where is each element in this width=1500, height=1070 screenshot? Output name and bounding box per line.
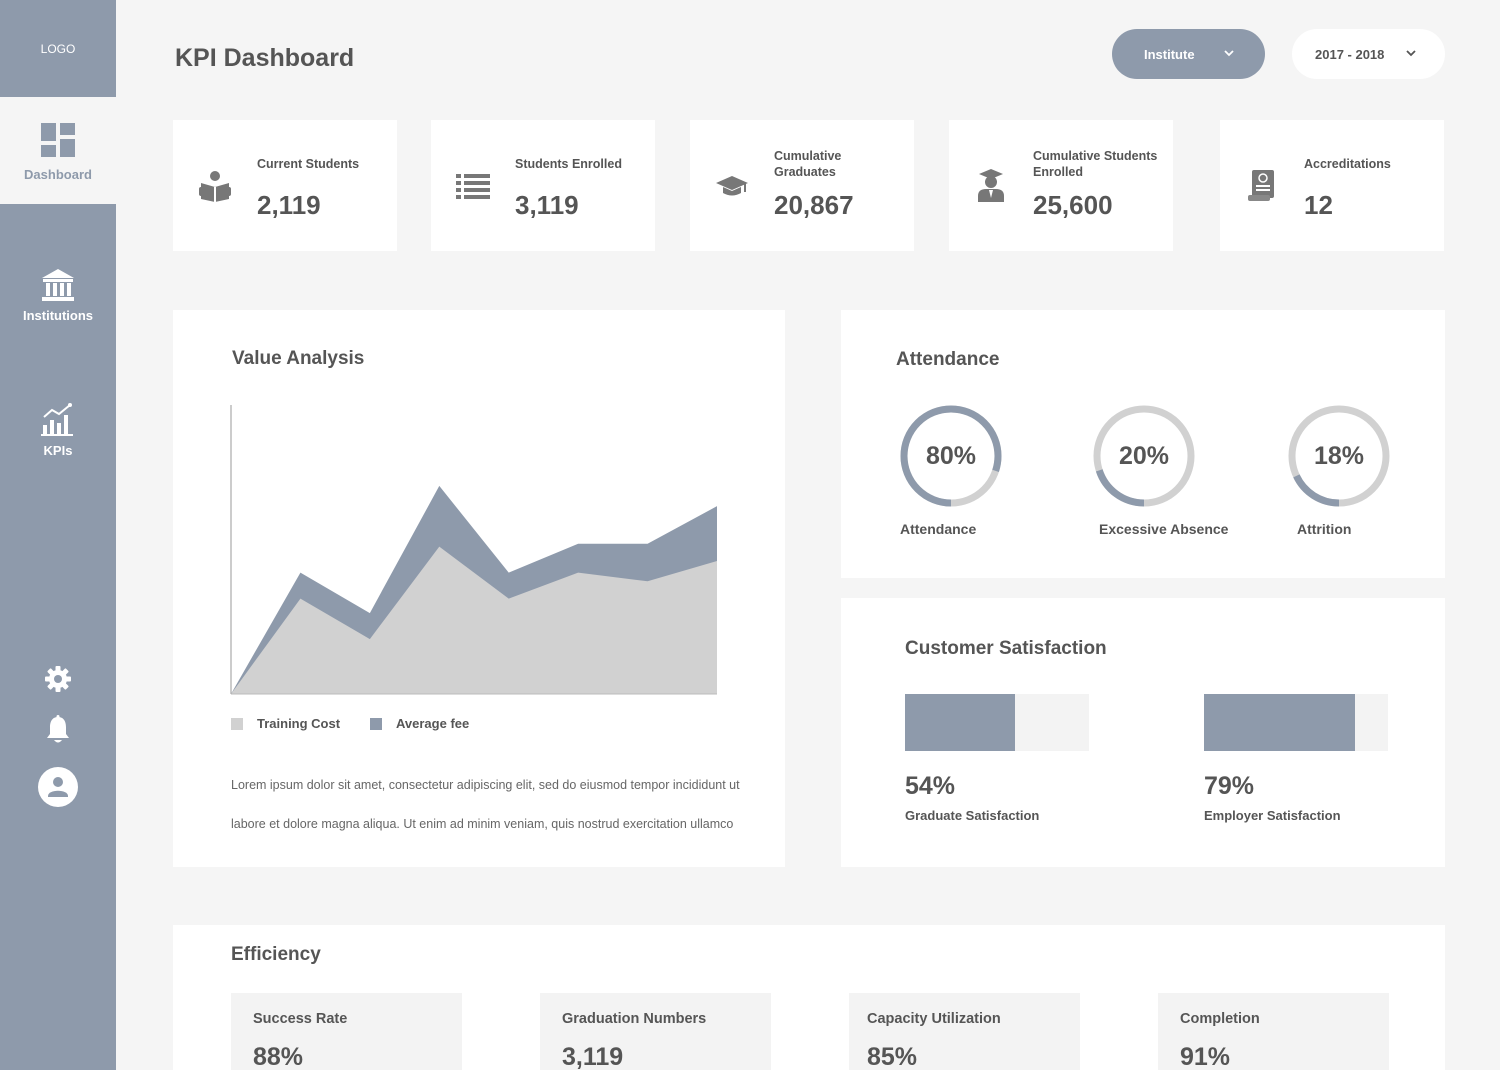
efficiency-label: Graduation Numbers bbox=[562, 1011, 707, 1027]
kpi-label: Students Enrolled bbox=[515, 157, 622, 171]
ring-label: Excessive Absence bbox=[1099, 521, 1229, 537]
ring-value: 80% bbox=[925, 441, 977, 470]
graduate-satisfaction-bar bbox=[905, 694, 1089, 751]
attendance-ring: 80% bbox=[899, 404, 1003, 508]
legend-item-average-fee: Average fee bbox=[370, 716, 469, 731]
attendance-panel bbox=[841, 310, 1445, 578]
efficiency-label: Success Rate bbox=[253, 1011, 348, 1027]
ring-label: Attendance bbox=[900, 521, 977, 537]
efficiency-value: 85% bbox=[867, 1043, 918, 1070]
ring-label: Attrition bbox=[1297, 521, 1352, 537]
graduate-satisfaction-value: 54% bbox=[905, 772, 956, 800]
efficiency-value: 88% bbox=[253, 1043, 304, 1070]
reading-student-icon bbox=[197, 168, 233, 204]
employer-satisfaction-value: 79% bbox=[1204, 772, 1255, 800]
bar-fill bbox=[905, 694, 1016, 751]
bell-icon[interactable] bbox=[38, 710, 78, 750]
efficiency-title: Efficiency bbox=[231, 944, 321, 965]
efficiency-card-capacity-utilization: Capacity Utilization 85% bbox=[849, 993, 1080, 1070]
sidebar-item-label: KPIs bbox=[43, 443, 73, 458]
kpi-card-accreditations: Accreditations 12 bbox=[1220, 120, 1444, 251]
legend-swatch bbox=[370, 717, 382, 730]
area-series-training-cost bbox=[231, 546, 717, 694]
kpi-card-cumulative-students-enrolled: Cumulative Students Enrolled 25,600 bbox=[949, 120, 1173, 251]
legend-item-training-cost: Training Cost bbox=[231, 716, 340, 731]
attendance-title: Attendance bbox=[896, 349, 1000, 370]
graduation-cap-icon bbox=[714, 168, 750, 204]
ring-chart bbox=[900, 405, 1002, 507]
kpi-value: 3,119 bbox=[515, 190, 579, 220]
kpi-card-current-students: Current Students 2,119 bbox=[173, 120, 397, 251]
customer-satisfaction-title: Customer Satisfaction bbox=[905, 638, 1107, 659]
institute-dropdown-label: Institute bbox=[1144, 46, 1195, 62]
kpi-label: Cumulative Graduates bbox=[774, 149, 842, 179]
chevron-down-icon bbox=[1406, 50, 1416, 57]
logo-text: LOGO bbox=[40, 41, 76, 56]
bar-fill bbox=[1204, 694, 1355, 751]
value-analysis-chart bbox=[230, 405, 717, 695]
ring-value: 18% bbox=[1313, 441, 1365, 470]
ring-chart bbox=[1093, 405, 1195, 507]
graduate-satisfaction-label: Graduate Satisfaction bbox=[905, 808, 1040, 823]
kpi-label: Accreditations bbox=[1304, 157, 1391, 171]
description-line-1: Lorem ipsum dolor sit amet, consectetur … bbox=[231, 778, 740, 792]
certificate-icon bbox=[1244, 168, 1280, 204]
legend-label: Training Cost bbox=[257, 716, 341, 731]
sidebar-item-kpis[interactable]: KPIs bbox=[0, 403, 116, 458]
kpi-label: Current Students bbox=[257, 157, 360, 171]
page-title: KPI Dashboard bbox=[175, 44, 355, 72]
chart-icon bbox=[41, 403, 73, 436]
ring-chart bbox=[1288, 405, 1390, 507]
kpi-value: 25,600 bbox=[1033, 190, 1113, 220]
kpi-value: 12 bbox=[1304, 190, 1333, 220]
attrition-ring: 18% bbox=[1287, 404, 1391, 508]
kpi-card-cumulative-graduates: Cumulative Graduates 20,867 bbox=[690, 120, 914, 251]
excessive-absence-ring: 20% bbox=[1092, 404, 1196, 508]
sidebar-item-institutions[interactable]: Institutions bbox=[0, 268, 116, 323]
legend-label: Average fee bbox=[396, 716, 470, 731]
efficiency-card-completion: Completion 91% bbox=[1158, 993, 1389, 1070]
efficiency-card-success-rate: Success Rate 88% bbox=[231, 993, 462, 1070]
efficiency-label: Completion bbox=[1180, 1011, 1260, 1027]
efficiency-card-graduation-numbers: Graduation Numbers 3,119 bbox=[540, 993, 771, 1070]
kpi-value: 20,867 bbox=[774, 190, 854, 220]
kpi-card-students-enrolled: Students Enrolled 3,119 bbox=[431, 120, 655, 251]
institution-icon bbox=[42, 269, 74, 301]
institute-dropdown[interactable]: Institute bbox=[1112, 29, 1265, 79]
logo[interactable]: LOGO bbox=[0, 0, 116, 97]
gear-icon[interactable] bbox=[38, 659, 78, 699]
employer-satisfaction-bar bbox=[1204, 694, 1388, 751]
graduate-person-icon bbox=[973, 168, 1009, 204]
legend-swatch bbox=[231, 717, 243, 730]
list-icon bbox=[455, 168, 491, 204]
kpi-label: Cumulative Students Enrolled bbox=[1033, 149, 1158, 179]
user-avatar[interactable] bbox=[38, 767, 78, 807]
ring-value: 20% bbox=[1118, 441, 1170, 470]
sidebar-item-label: Dashboard bbox=[24, 167, 92, 182]
chevron-down-icon bbox=[1224, 50, 1234, 57]
employer-satisfaction-label: Employer Satisfaction bbox=[1204, 808, 1341, 823]
sidebar-item-label: Institutions bbox=[22, 308, 94, 323]
kpi-value: 2,119 bbox=[257, 190, 321, 220]
year-dropdown-label: 2017 - 2018 bbox=[1315, 46, 1385, 62]
year-dropdown[interactable]: 2017 - 2018 bbox=[1292, 29, 1445, 79]
dashboard-icon bbox=[41, 123, 75, 157]
efficiency-value: 3,119 bbox=[562, 1043, 624, 1070]
description-line-2: labore et dolore magna aliqua. Ut enim a… bbox=[231, 817, 734, 831]
efficiency-value: 91% bbox=[1180, 1043, 1231, 1070]
user-icon bbox=[48, 777, 68, 797]
sidebar-item-dashboard[interactable]: Dashboard bbox=[0, 97, 116, 204]
value-analysis-title: Value Analysis bbox=[232, 348, 365, 369]
efficiency-label: Capacity Utilization bbox=[867, 1011, 1001, 1027]
sidebar: LOGO Dashboard Institutions bbox=[0, 0, 116, 1070]
